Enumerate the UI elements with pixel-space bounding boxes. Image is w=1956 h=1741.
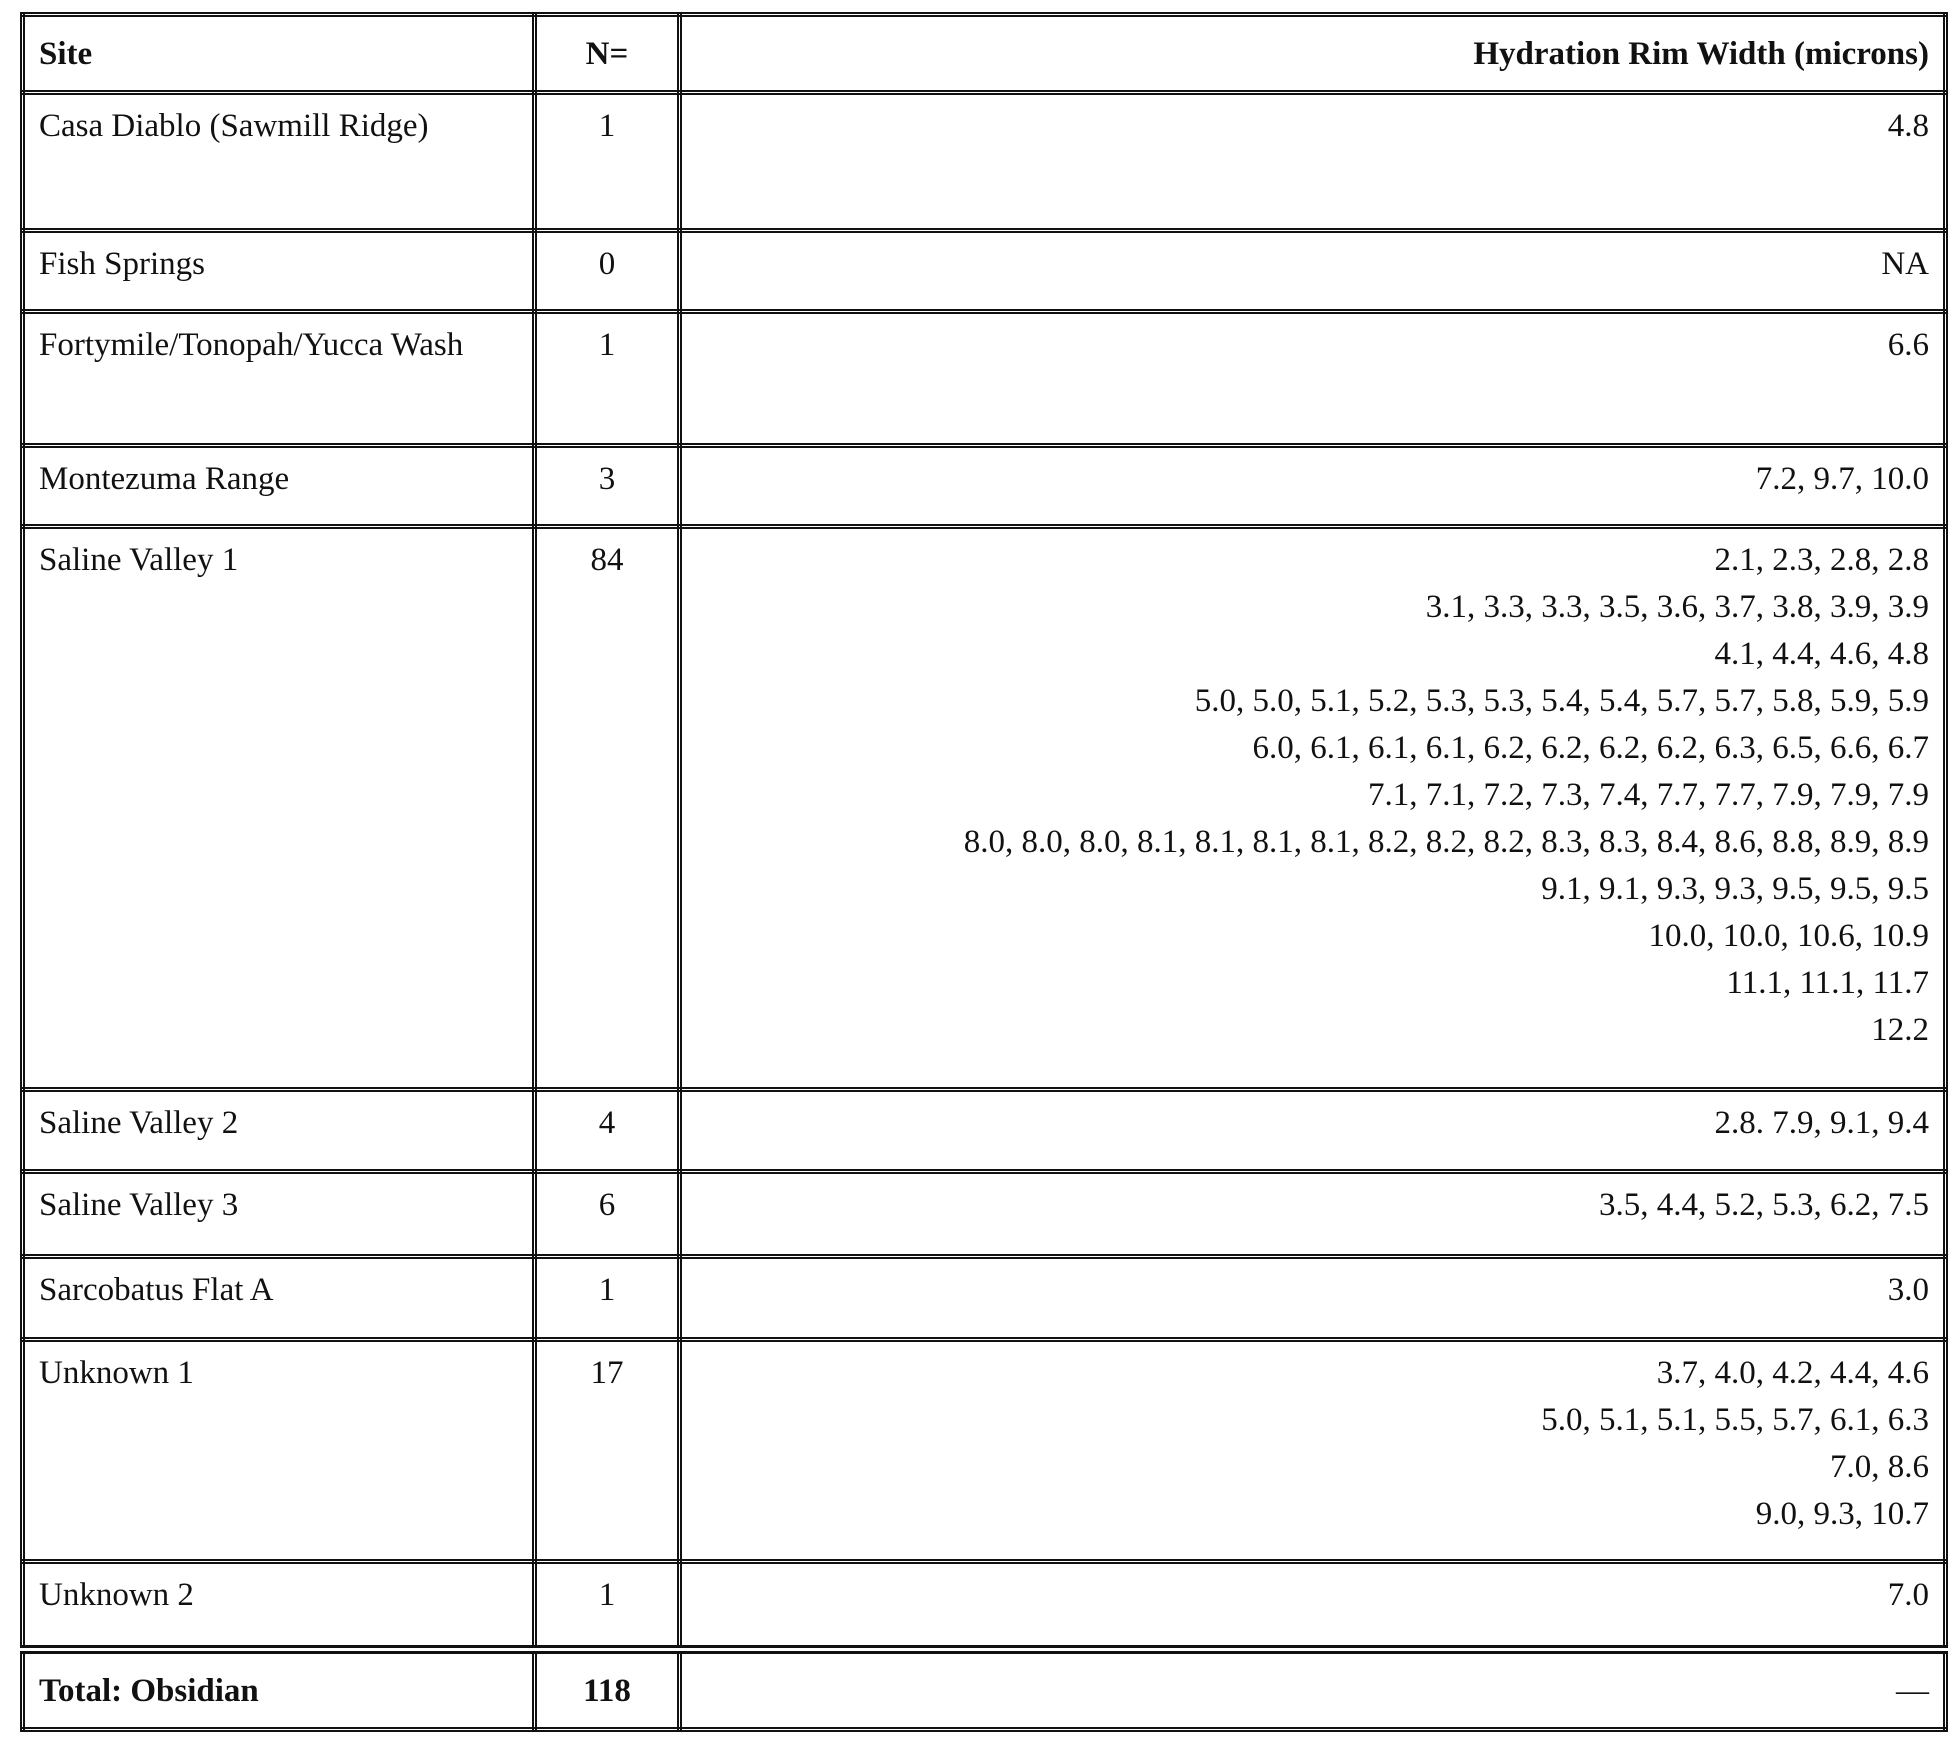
total-row: Total: Obsidian 118 — xyxy=(20,1645,1948,1732)
n-cell: 4 xyxy=(532,1087,682,1174)
site-cell: Montezuma Range xyxy=(20,443,537,529)
rim-width-line: 2.1, 2.3, 2.8, 2.8 xyxy=(1714,542,1930,578)
rim-width-line: NA xyxy=(1881,246,1929,282)
rim-width-line: 5.0, 5.1, 5.1, 5.5, 5.7, 6.1, 6.3 xyxy=(1541,1402,1929,1438)
n-cell: 1 xyxy=(532,90,682,233)
rim-width-line: 8.0, 8.0, 8.0, 8.1, 8.1, 8.1, 8.1, 8.2, … xyxy=(963,824,1929,860)
rim-width-line: 9.1, 9.1, 9.3, 9.3, 9.5, 9.5, 9.5 xyxy=(1541,871,1929,907)
rim-width-line: 4.8 xyxy=(1887,108,1929,144)
rim-width-line: 3.5, 4.4, 5.2, 5.3, 6.2, 7.5 xyxy=(1599,1187,1929,1223)
site-cell: Unknown 2 xyxy=(20,1559,537,1652)
rim-width-cell: 4.8 xyxy=(677,90,1948,233)
rim-width-line: 5.0, 5.0, 5.1, 5.2, 5.3, 5.3, 5.4, 5.4, … xyxy=(1194,683,1929,719)
rim-width-line: 7.1, 7.1, 7.2, 7.3, 7.4, 7.7, 7.7, 7.9, … xyxy=(1368,777,1929,813)
n-cell: 6 xyxy=(532,1169,682,1259)
rim-width-cell: 7.2, 9.7, 10.0 xyxy=(677,443,1948,529)
site-cell: Fortymile/Tonopah/Yucca Wash xyxy=(20,309,537,448)
table-row: Unknown 1 17 3.7, 4.0, 4.2, 4.4, 4.6 5.0, 5… xyxy=(20,1337,1948,1564)
n-cell: 17 xyxy=(532,1337,682,1564)
hydration-table: Site N= Hydration Rim Width (microns) Ca… xyxy=(20,12,1948,1732)
header-rim-width: Hydration Rim Width (microns) xyxy=(677,12,1948,95)
rim-width-line: 3.1, 3.3, 3.3, 3.5, 3.6, 3.7, 3.8, 3.9, … xyxy=(1425,589,1929,625)
rim-width-cell: 3.5, 4.4, 5.2, 5.3, 6.2, 7.5 xyxy=(677,1169,1948,1259)
table-row: Fish Springs 0 NA xyxy=(20,228,1948,314)
rim-width-cell: 7.0 xyxy=(677,1559,1948,1652)
site-cell: Sarcobatus Flat A xyxy=(20,1254,537,1342)
table-row: Unknown 2 1 7.0 xyxy=(20,1559,1948,1652)
site-cell: Saline Valley 2 xyxy=(20,1087,537,1174)
site-cell: Fish Springs xyxy=(20,228,537,314)
site-cell: Saline Valley 3 xyxy=(20,1169,537,1259)
table-row: Saline Valley 1 84 2.1, 2.3, 2.8, 2.8 3.1, … xyxy=(20,524,1948,1092)
n-cell: 3 xyxy=(532,443,682,529)
site-cell: Casa Diablo (Sawmill Ridge) xyxy=(20,90,537,233)
table-row: Montezuma Range 3 7.2, 9.7, 10.0 xyxy=(20,443,1948,529)
rim-width-line: 7.2, 9.7, 10.0 xyxy=(1755,461,1929,497)
rim-width-cell: 3.7, 4.0, 4.2, 4.4, 4.6 5.0, 5.1, 5.1, 5.… xyxy=(677,1337,1948,1564)
rim-width-line: 7.0 xyxy=(1887,1577,1929,1613)
rim-width-line: 10.0, 10.0, 10.6, 10.9 xyxy=(1648,918,1930,954)
rim-width-line: 9.0, 9.3, 10.7 xyxy=(1755,1496,1929,1532)
n-cell: 1 xyxy=(532,1559,682,1652)
total-label: Total: Obsidian xyxy=(20,1645,537,1732)
rim-width-line: 3.0 xyxy=(1887,1272,1929,1308)
rim-width-line: 4.1, 4.4, 4.6, 4.8 xyxy=(1714,636,1930,672)
header-site: Site xyxy=(20,12,537,95)
n-cell: 1 xyxy=(532,1254,682,1342)
rim-width-cell: 2.8. 7.9, 9.1, 9.4 xyxy=(677,1087,1948,1174)
rim-width-cell: NA xyxy=(677,228,1948,314)
table-body: Casa Diablo (Sawmill Ridge) 1 4.8 Fish Spri… xyxy=(20,90,1948,1652)
rim-width-cell: 6.6 xyxy=(677,309,1948,448)
n-cell: 84 xyxy=(532,524,682,1092)
rim-width-line: 7.0, 8.6 xyxy=(1830,1449,1929,1485)
table-row: Saline Valley 2 4 2.8. 7.9, 9.1, 9.4 xyxy=(20,1087,1948,1174)
rim-width-cell: 3.0 xyxy=(677,1254,1948,1342)
rim-width-line: 6.0, 6.1, 6.1, 6.1, 6.2, 6.2, 6.2, 6.2, … xyxy=(1252,730,1930,766)
header-n: N= xyxy=(532,12,682,95)
rim-width-line: 2.8. 7.9, 9.1, 9.4 xyxy=(1714,1105,1930,1141)
site-cell: Unknown 1 xyxy=(20,1337,537,1564)
total-n: 118 xyxy=(532,1645,682,1732)
table-row: Fortymile/Tonopah/Yucca Wash 1 6.6 xyxy=(20,309,1948,448)
rim-width-cell: 2.1, 2.3, 2.8, 2.8 3.1, 3.3, 3.3, 3.5, 3.… xyxy=(677,524,1948,1092)
rim-width-line: 3.7, 4.0, 4.2, 4.4, 4.6 xyxy=(1656,1355,1929,1391)
site-cell: Saline Valley 1 xyxy=(20,524,537,1092)
table-row: Saline Valley 3 6 3.5, 4.4, 5.2, 5.3, 6.2,… xyxy=(20,1169,1948,1259)
rim-width-line: 12.2 xyxy=(1871,1012,1929,1048)
total-rim: — xyxy=(677,1645,1948,1732)
rim-width-line: 11.1, 11.1, 11.7 xyxy=(1726,965,1929,1001)
rim-width-line: 6.6 xyxy=(1887,327,1929,363)
n-cell: 0 xyxy=(532,228,682,314)
table-row: Sarcobatus Flat A 1 3.0 xyxy=(20,1254,1948,1342)
table-row: Casa Diablo (Sawmill Ridge) 1 4.8 xyxy=(20,90,1948,233)
n-cell: 1 xyxy=(532,309,682,448)
header-row: Site N= Hydration Rim Width (microns) xyxy=(20,12,1948,95)
